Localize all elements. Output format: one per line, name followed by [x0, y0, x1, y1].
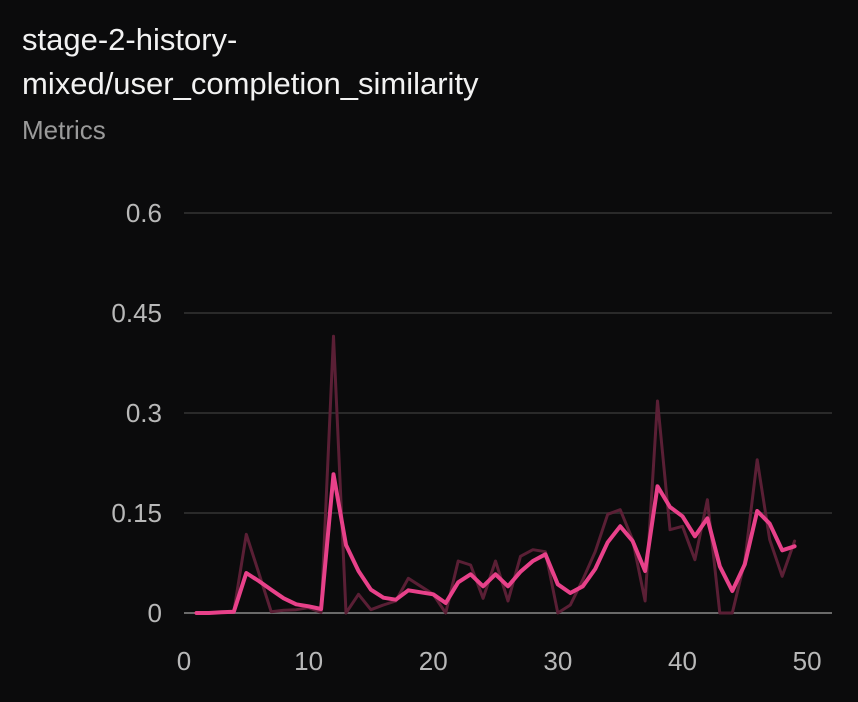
y-tick-label: 0.45	[111, 298, 162, 328]
chart-subtitle: Metrics	[22, 115, 106, 145]
x-tick-label: 50	[793, 646, 822, 676]
x-tick-label: 0	[177, 646, 191, 676]
y-tick-label: 0.15	[111, 498, 162, 528]
smoothed-series-line[interactable]	[194, 472, 797, 615]
series-group	[194, 334, 797, 615]
chart-title-line-1: stage-2-history-	[22, 22, 238, 57]
raw-series-line[interactable]	[195, 334, 797, 615]
chart-title: stage-2-history- mixed/user_completion_s…	[22, 18, 822, 106]
y-tick-label: 0.3	[126, 398, 162, 428]
tick-labels: 0 0.15 0.3 0.45 0.6 0 10 20 30 40 50	[111, 198, 821, 676]
x-tick-label: 20	[419, 646, 448, 676]
x-tick-label: 10	[294, 646, 323, 676]
y-tick-label: 0.6	[126, 198, 162, 228]
chart-title-line-2: mixed/user_completion_similarity	[22, 66, 479, 101]
grid-lines	[184, 212, 832, 514]
x-tick-label: 30	[543, 646, 572, 676]
x-tick-label: 40	[668, 646, 697, 676]
y-tick-label: 0	[148, 598, 162, 628]
